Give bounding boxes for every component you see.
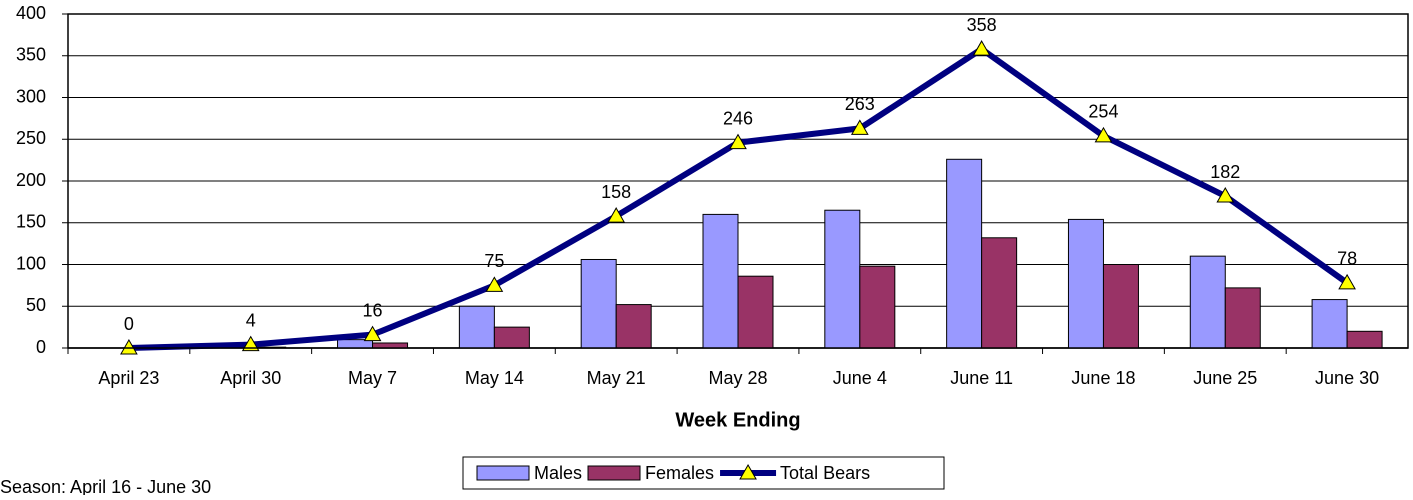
bar — [981, 237, 1018, 349]
bar — [458, 305, 495, 349]
data-label: 254 — [1088, 102, 1118, 122]
marker — [1338, 273, 1356, 290]
x-tick-label: June 25 — [1193, 368, 1257, 388]
y-tick-label: 100 — [16, 253, 46, 273]
bar — [859, 265, 896, 349]
data-label: 182 — [1210, 162, 1240, 182]
data-label: 158 — [601, 182, 631, 202]
bar — [372, 342, 409, 349]
y-tick-label: 300 — [16, 86, 46, 106]
y-tick-label: 50 — [26, 295, 46, 315]
x-tick-label: June 30 — [1315, 368, 1379, 388]
marker — [1094, 126, 1113, 143]
data-label: 246 — [723, 108, 753, 128]
data-label: 78 — [1337, 249, 1357, 269]
marker — [850, 119, 869, 135]
data-label: 0 — [124, 314, 134, 334]
legend-marker — [739, 463, 757, 480]
bar — [1346, 330, 1383, 349]
x-tick-label: May 21 — [587, 368, 646, 388]
bar — [1189, 255, 1226, 349]
data-label: 16 — [363, 300, 383, 320]
note: Season: April 16 - June 30 — [0, 477, 211, 495]
y-tick-label: 150 — [16, 212, 46, 232]
y-tick-label: 0 — [36, 337, 46, 357]
marker — [363, 325, 382, 342]
marker — [1216, 187, 1235, 203]
y-tick-label: 350 — [16, 45, 46, 65]
y-tick-label: 200 — [16, 170, 46, 190]
x-tick-label: April 30 — [220, 368, 281, 388]
bar — [702, 213, 739, 349]
x-tick-label: June 4 — [833, 368, 887, 388]
bar — [1067, 218, 1104, 349]
data-label: 4 — [246, 310, 256, 330]
data-label: 263 — [845, 94, 875, 114]
bar — [580, 258, 617, 349]
bar — [946, 158, 983, 349]
x-tick-label: May 7 — [348, 368, 397, 388]
x-tick-label: April 23 — [98, 368, 159, 388]
legend-label: Males — [534, 463, 582, 483]
bar — [737, 275, 774, 349]
legend-swatch — [476, 465, 530, 481]
bar — [493, 326, 530, 349]
bar — [824, 209, 861, 349]
legend-label: Total Bears — [780, 463, 870, 483]
bar — [1224, 287, 1261, 349]
marker — [607, 207, 626, 223]
y-tick-label: 400 — [16, 3, 46, 23]
marker — [972, 40, 991, 56]
x-tick-label: May 28 — [708, 368, 767, 388]
marker — [241, 335, 260, 352]
y-tick-label: 250 — [16, 128, 46, 148]
bar — [615, 304, 652, 349]
x-tick-label: June 18 — [1071, 368, 1135, 388]
legend-label: Females — [645, 463, 714, 483]
data-label: 358 — [967, 15, 997, 35]
x-axis-title: Week Ending — [675, 409, 800, 431]
marker — [729, 133, 747, 150]
x-tick-label: May 14 — [465, 368, 524, 388]
bar — [1102, 264, 1139, 349]
legend-swatch — [587, 465, 641, 481]
bar — [1311, 299, 1348, 349]
marker — [485, 276, 504, 292]
marker — [120, 338, 138, 355]
legend-box — [462, 456, 945, 490]
data-label: 75 — [484, 251, 504, 271]
x-tick-label: June 11 — [950, 368, 1013, 388]
